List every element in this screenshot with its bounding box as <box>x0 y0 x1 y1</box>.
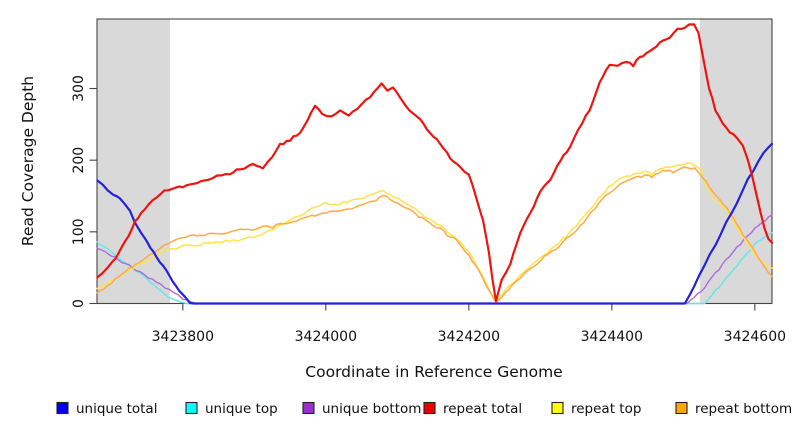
plot-frame <box>96 18 773 305</box>
legend-item-unique-bottom: unique bottom <box>302 401 421 417</box>
y-tick-label: 300 <box>71 75 87 102</box>
x-tick-label: 3424600 <box>724 329 786 345</box>
series-line-unique-bottom <box>96 214 773 305</box>
x-tick-label: 3423800 <box>152 329 214 345</box>
x-tick-label: 3424000 <box>295 329 357 345</box>
legend-swatch-repeat-bottom <box>675 401 688 415</box>
series-line-repeat-top <box>96 162 773 302</box>
legend-swatch-unique-bottom <box>302 401 315 415</box>
legend-label: repeat top <box>571 401 641 417</box>
legend: unique total unique top unique bottom repea… <box>56 401 792 417</box>
legend-label: unique bottom <box>322 401 421 417</box>
legend-swatch-unique-total <box>56 401 69 415</box>
series-line-unique-top <box>96 232 773 305</box>
series-line-repeat-bottom <box>96 166 773 304</box>
y-tick-label: 100 <box>71 218 87 245</box>
legend-item-unique-top: unique top <box>185 401 278 417</box>
series-lines <box>96 23 773 305</box>
masked-region-left <box>97 19 170 304</box>
y-axis: 0 100 200 300 <box>71 75 97 308</box>
y-axis-title: Read Coverage Depth <box>19 76 37 246</box>
y-tick-label: 200 <box>71 147 87 174</box>
legend-swatch-repeat-total <box>423 401 436 415</box>
legend-swatch-repeat-top <box>551 401 564 415</box>
masked-region-bands <box>97 19 772 304</box>
legend-item-repeat-top: repeat top <box>551 401 641 417</box>
legend-label: unique top <box>205 401 278 417</box>
x-tick-label: 3424200 <box>438 329 500 345</box>
series-line-repeat-total <box>96 23 773 303</box>
legend-label: repeat bottom <box>695 401 792 417</box>
x-tick-label: 3424400 <box>581 329 643 345</box>
masked-region-right <box>699 19 772 304</box>
x-axis-title: Coordinate in Reference Genome <box>305 363 562 381</box>
series-line-unique-total <box>96 142 773 305</box>
legend-swatch-unique-top <box>185 401 198 415</box>
y-tick-label: 0 <box>71 299 87 308</box>
legend-label: repeat total <box>443 401 522 417</box>
legend-item-repeat-bottom: repeat bottom <box>675 401 792 417</box>
legend-item-unique-total: unique total <box>56 401 157 417</box>
legend-item-repeat-total: repeat total <box>423 401 522 417</box>
legend-label: unique total <box>76 401 157 417</box>
x-axis: 3423800 3424000 3424200 3424400 3424600 <box>152 303 786 345</box>
